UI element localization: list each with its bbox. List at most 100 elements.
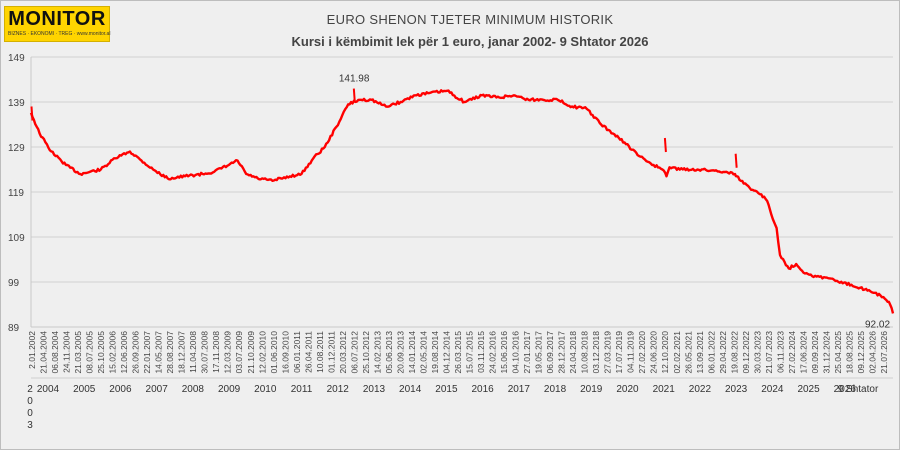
x-date-label: 04.11.2019 [626, 331, 636, 373]
x-date-label: 24.11.2004 [62, 331, 72, 373]
x-date-label: 10.08.2011 [315, 331, 325, 373]
x-year-label: 2022 [689, 384, 712, 395]
x-date-label: 22.01.2007 [142, 331, 152, 374]
x-date-label: 17.11.2008 [211, 331, 221, 373]
x-date-label: 17.06.2024 [798, 331, 808, 374]
x-date-label: 24.02.2016 [488, 331, 498, 374]
x-date-label: 03.11.2015 [476, 331, 486, 373]
monitor-logo: MONITOR BIZNES · EKONOMI · TREG · www.mo… [4, 6, 110, 42]
x-year-label: 2005 [73, 384, 96, 395]
x-date-label: 12.06.2006 [119, 331, 129, 374]
rate-line [29, 89, 895, 314]
rate-spike [663, 137, 667, 153]
min-label: 92.02 [865, 319, 890, 330]
x-date-label: 28.08.2007 [165, 331, 175, 374]
x-date-label: 18.12.2007 [177, 331, 187, 374]
x-date-label: 25.10.2012 [361, 331, 371, 374]
y-tick-label: 129 [8, 143, 25, 154]
x-date-label: 30.07.2008 [200, 331, 210, 374]
logo-name: MONITOR [8, 8, 106, 30]
x-date-label: 14.01.2014 [407, 331, 417, 374]
x-date-label: 06.11.2023 [775, 331, 785, 373]
x-date-label: 14.05.2007 [154, 331, 164, 374]
x-date-label: 16.09.2010 [280, 331, 290, 374]
x-date-label: 03.07.2009 [234, 331, 244, 374]
logo-tagline: BIZNES · EKONOMI · TREG · www.monitor.al [8, 31, 111, 37]
x-year-label: 2015 [435, 384, 458, 395]
y-tick-label: 149 [8, 53, 25, 64]
x-date-label: 27.01.2017 [522, 331, 532, 374]
x-date-label: 03.12.2018 [591, 331, 601, 374]
x-year-label: 2006 [109, 384, 132, 395]
x-date-label: 28.12.2017 [557, 331, 567, 374]
x-date-label: 04.10.2016 [511, 331, 521, 374]
x-year-label: 2014 [399, 384, 422, 395]
x-date-label: 2.01.2002 [27, 331, 37, 369]
x-year-label: 2023 [725, 384, 748, 395]
x-year-label: 2011 [291, 384, 313, 395]
x-date-label: 06.01.2011 [292, 331, 302, 373]
x-date-label: 05.06.2013 [384, 331, 394, 374]
x-date-label: 17.07.2019 [614, 331, 624, 374]
x-year-label-char: 0 [27, 396, 33, 407]
x-year-label-char: 2 [27, 384, 33, 395]
x-year-label: 2025 [797, 384, 820, 395]
x-date-label: 27.03.2019 [603, 331, 613, 374]
x-date-label: 02.04.2026 [868, 331, 878, 374]
x-date-label: 15.02.2006 [108, 331, 118, 374]
x-date-label: 12.02.2010 [257, 331, 267, 374]
x-date-label: 30.03.2023 [752, 331, 762, 374]
x-date-label: 27.02.2024 [787, 331, 797, 374]
x-year-label: 2021 [653, 384, 676, 395]
x-year-label: 2019 [580, 384, 603, 395]
y-tick-label: 139 [8, 98, 25, 109]
x-date-label: 21.07.2023 [764, 331, 774, 374]
x-date-label: 26.09.2006 [131, 331, 141, 374]
rate-spike [734, 153, 738, 168]
chart-subtitle: Kursi i këmbimit lek për 1 euro, janar 2… [291, 34, 649, 49]
x-date-label: 09.12.2022 [741, 331, 751, 374]
x-date-label: 21.10.2009 [246, 331, 256, 374]
x-date-label: 11.04.2008 [188, 331, 198, 373]
x-date-label: 24.06.2020 [649, 331, 659, 374]
x-date-label: 20.03.2012 [338, 331, 348, 374]
x-date-label: 21.07.2026 [879, 331, 889, 374]
x-year-label: 2004 [37, 384, 60, 395]
x-year-label: 9 Shtator [838, 384, 879, 395]
x-date-label: 12.10.2020 [660, 331, 670, 374]
x-year-label: 2018 [544, 384, 567, 395]
chart-title: EURO SHENON TJETER MINIMUM HISTORIK [326, 12, 614, 27]
y-tick-label: 99 [8, 278, 20, 289]
x-year-label: 2010 [254, 384, 277, 395]
x-date-label: 06.08.2004 [50, 331, 60, 374]
x-date-label: 09.09.2024 [810, 331, 820, 374]
x-date-label: 14.02.2013 [372, 331, 382, 374]
x-date-label: 27.02.2020 [637, 331, 647, 374]
x-date-label: 20.09.2013 [395, 331, 405, 374]
y-tick-label: 89 [8, 323, 20, 334]
x-date-label: 06.09.2017 [545, 331, 555, 374]
x-date-label: 08.07.2005 [85, 331, 95, 374]
x-date-label: 29.04.2022 [718, 331, 728, 374]
x-date-label: 19.08.2022 [729, 331, 739, 374]
x-date-label: 02.02.2021 [672, 331, 682, 374]
x-year-label: 2017 [508, 384, 531, 395]
x-date-label: 02.05.2014 [419, 331, 429, 374]
x-date-label: 19.05.2017 [534, 331, 544, 374]
x-date-label: 13.09.2021 [695, 331, 705, 374]
x-date-label: 15.07.2015 [465, 331, 475, 374]
x-year-label: 2007 [146, 384, 169, 395]
x-date-label: 26.03.2015 [453, 331, 463, 374]
x-date-label: 12.03.2009 [223, 331, 233, 374]
x-date-label: 04.12.2014 [442, 331, 452, 374]
x-date-label: 18.08.2025 [845, 331, 855, 374]
x-date-label: 26.05.2021 [683, 331, 693, 374]
x-date-label: 19.08.2014 [430, 331, 440, 374]
x-year-label: 2026 [834, 384, 857, 395]
x-date-label: 10.08.2018 [580, 331, 590, 374]
x-date-label: 31.12.2024 [821, 331, 831, 374]
x-date-label: 01.06.2010 [269, 331, 279, 374]
x-year-label: 2009 [218, 384, 241, 395]
